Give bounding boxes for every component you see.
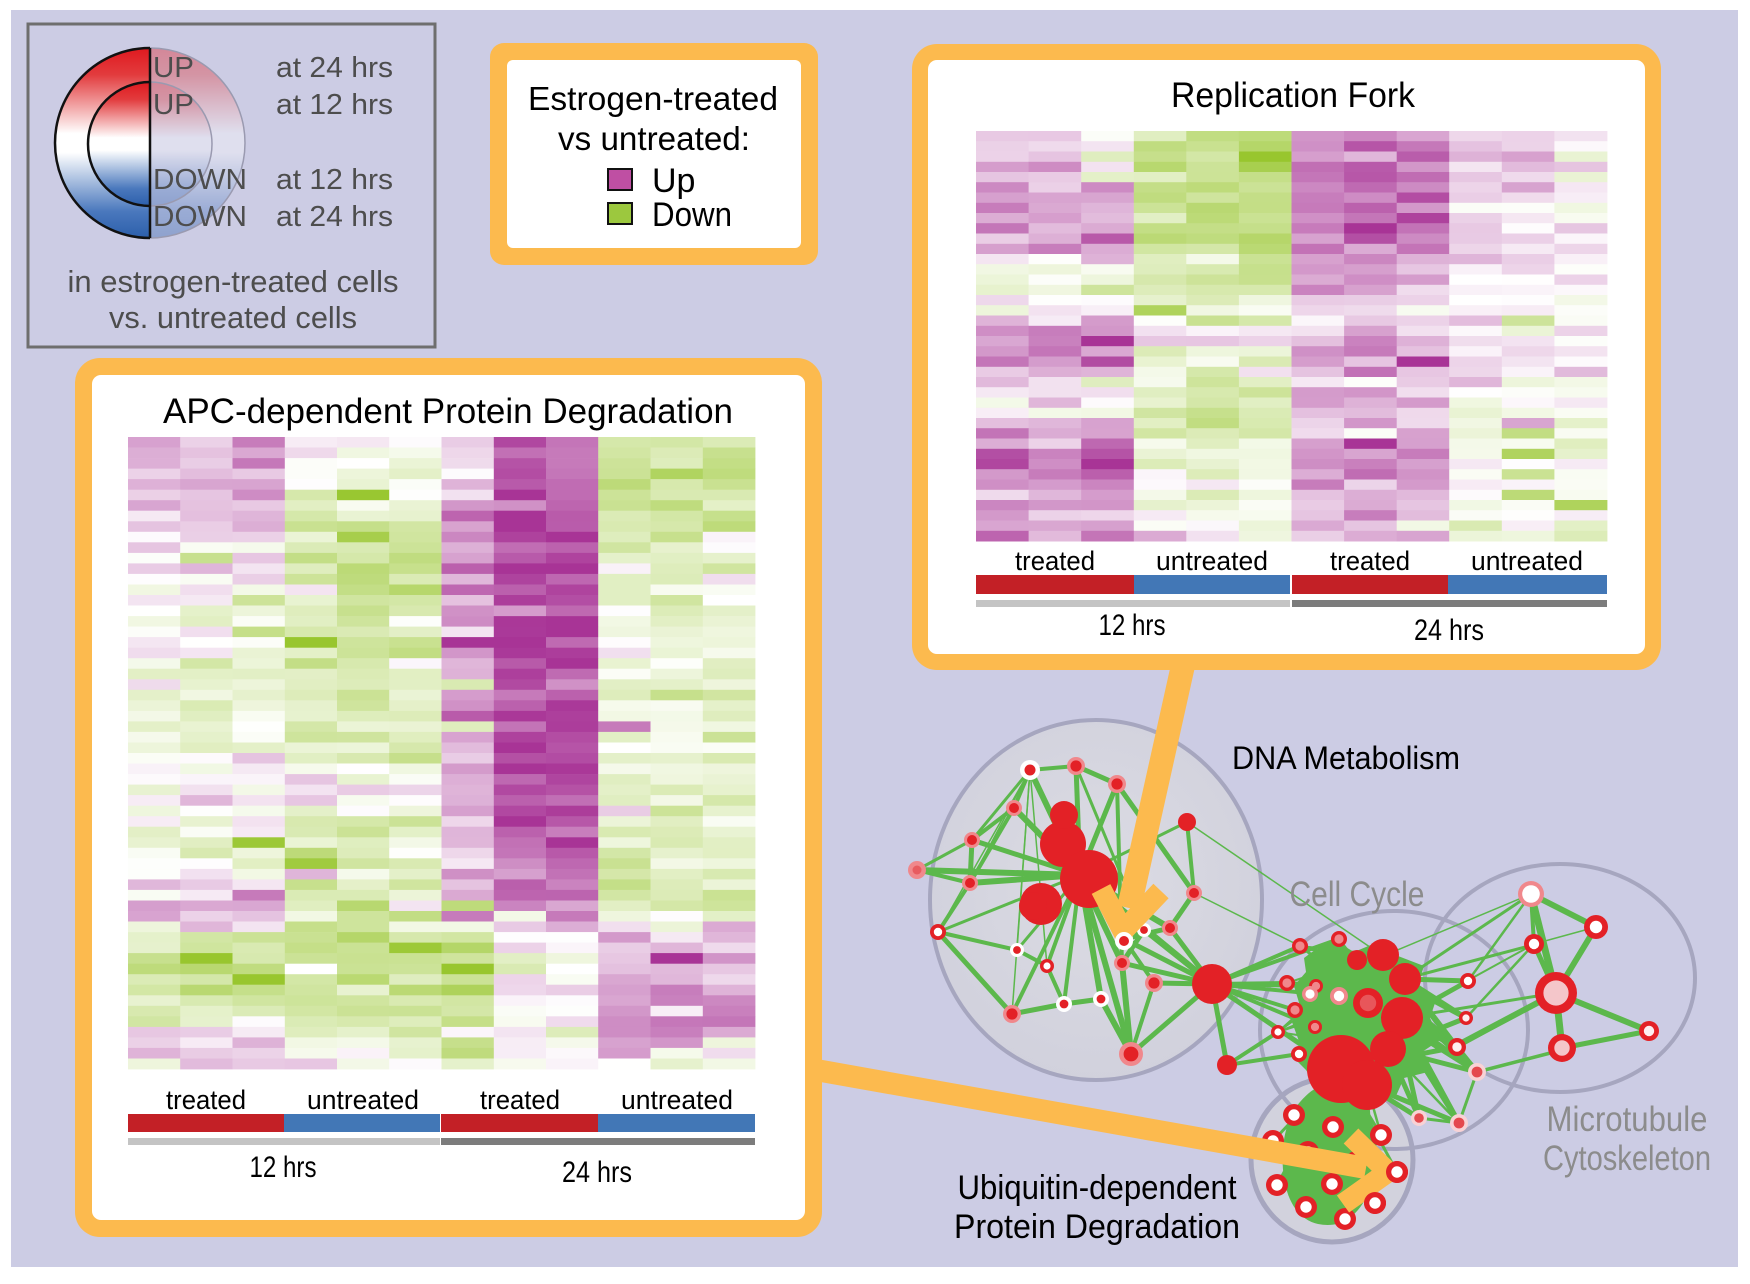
svg-text:at 24 hrs: at 24 hrs (276, 201, 393, 233)
svg-text:Estrogen-treated: Estrogen-treated (528, 80, 778, 117)
svg-text:untreated: untreated (1156, 546, 1268, 576)
svg-text:DNA Metabolism: DNA Metabolism (1232, 740, 1460, 776)
svg-text:DOWN: DOWN (153, 201, 247, 233)
svg-text:treated: treated (480, 1085, 560, 1115)
svg-text:UP: UP (153, 89, 194, 121)
svg-text:vs untreated:: vs untreated: (558, 120, 750, 157)
svg-text:Microtubule: Microtubule (1547, 1100, 1708, 1139)
svg-text:UP: UP (153, 52, 194, 84)
svg-text:untreated: untreated (621, 1085, 733, 1115)
svg-text:12 hrs: 12 hrs (250, 1151, 317, 1184)
svg-text:Down: Down (652, 196, 732, 234)
svg-text:in estrogen-treated cells: in estrogen-treated cells (68, 264, 399, 299)
svg-text:DOWN: DOWN (153, 164, 247, 196)
svg-text:24 hrs: 24 hrs (562, 1156, 632, 1189)
svg-text:vs. untreated cells: vs. untreated cells (109, 300, 357, 335)
svg-text:at 12 hrs: at 12 hrs (276, 164, 393, 196)
svg-text:24 hrs: 24 hrs (1414, 614, 1484, 647)
svg-text:Cytoskeleton: Cytoskeleton (1543, 1139, 1711, 1178)
svg-text:treated: treated (1330, 546, 1410, 576)
svg-text:Cell Cycle: Cell Cycle (1290, 875, 1425, 914)
svg-text:Replication Fork: Replication Fork (1171, 76, 1415, 115)
svg-text:12 hrs: 12 hrs (1099, 609, 1166, 642)
svg-text:treated: treated (1015, 546, 1095, 576)
svg-text:at 24 hrs: at 24 hrs (276, 52, 393, 84)
svg-text:at 12 hrs: at 12 hrs (276, 89, 393, 121)
svg-text:Protein Degradation: Protein Degradation (954, 1208, 1240, 1246)
svg-text:untreated: untreated (1471, 546, 1583, 576)
svg-text:Ubiquitin-dependent: Ubiquitin-dependent (958, 1169, 1238, 1207)
svg-text:APC-dependent Protein Degradat: APC-dependent Protein Degradation (163, 392, 733, 431)
svg-text:Up: Up (652, 162, 695, 200)
svg-text:treated: treated (166, 1085, 246, 1115)
svg-text:untreated: untreated (307, 1085, 419, 1115)
